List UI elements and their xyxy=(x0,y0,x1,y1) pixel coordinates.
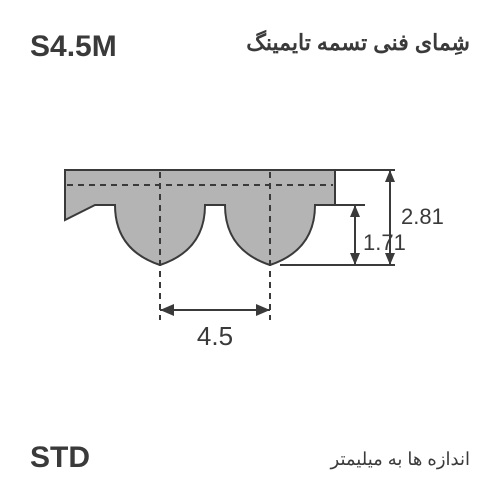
dim-pitch-label: 4.5 xyxy=(197,321,233,351)
units-note: اندازه ها به میلیمتر xyxy=(331,449,470,470)
dim-tooth-label: 1.71 xyxy=(363,230,406,255)
page-title: شِمای فنی تسمه تایمینگ xyxy=(246,30,470,56)
model-code: S4.5M xyxy=(30,30,117,64)
arrow-pitch-left xyxy=(160,304,174,316)
standard-code: STD xyxy=(30,441,90,475)
dim-total-label: 2.81 xyxy=(401,204,444,229)
arrow-tooth-top xyxy=(350,205,360,217)
belt-profile-diagram: 2.81 1.71 4.5 xyxy=(55,150,445,370)
arrow-total-top xyxy=(385,170,395,182)
profile-svg: 2.81 1.71 4.5 xyxy=(55,150,445,370)
arrow-pitch-right xyxy=(256,304,270,316)
arrow-tooth-bot xyxy=(350,253,360,265)
